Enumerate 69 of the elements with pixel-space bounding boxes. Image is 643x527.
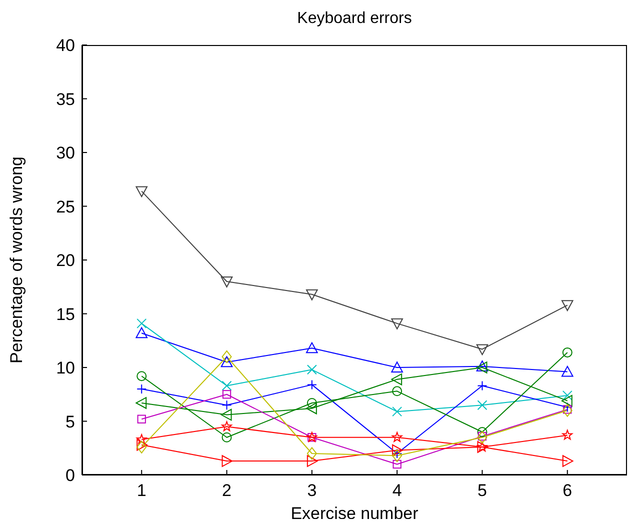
point <box>222 421 232 432</box>
point <box>477 380 488 391</box>
x-tick-label: 4 <box>392 481 402 500</box>
point <box>392 460 402 469</box>
x-tick-label: 1 <box>136 481 146 500</box>
y-tick-label: 20 <box>56 251 75 270</box>
point <box>306 289 318 300</box>
point <box>392 386 402 396</box>
point <box>220 276 233 288</box>
y-tick-label: 25 <box>56 197 75 216</box>
x-tick-label: 2 <box>222 481 232 500</box>
y-tick-label: 35 <box>56 90 75 109</box>
point <box>306 447 317 460</box>
x-tick-label: 5 <box>478 481 487 500</box>
point <box>136 318 147 328</box>
point <box>476 344 488 356</box>
point <box>477 431 488 444</box>
point <box>562 402 572 412</box>
x-tick-label: 6 <box>562 481 572 500</box>
y-axis-title: Percentage of words wrong <box>7 156 26 364</box>
point <box>220 408 232 421</box>
point <box>392 406 402 417</box>
point <box>562 404 572 417</box>
point <box>477 427 488 437</box>
y-tick-label: 0 <box>66 466 75 486</box>
point <box>136 186 148 198</box>
point <box>306 398 317 408</box>
point <box>561 300 574 312</box>
point <box>136 397 147 409</box>
point <box>562 430 573 440</box>
point <box>222 400 232 410</box>
point <box>222 390 232 399</box>
point <box>392 432 402 442</box>
point <box>391 318 403 330</box>
point <box>392 449 402 462</box>
point <box>136 327 148 338</box>
point <box>477 400 488 410</box>
point <box>220 356 233 368</box>
point <box>222 432 232 442</box>
point <box>136 371 147 382</box>
point <box>136 439 148 451</box>
point <box>137 414 146 424</box>
point <box>391 362 403 372</box>
point <box>392 444 403 456</box>
point <box>136 384 147 394</box>
point <box>562 390 572 400</box>
point <box>306 364 317 375</box>
chart-title: Keyboard errors <box>296 10 413 28</box>
x-axis-title: Exercise number <box>290 504 419 523</box>
y-tick-label: 5 <box>66 412 75 432</box>
point <box>561 366 574 377</box>
point <box>306 380 317 390</box>
y-tick-label: 40 <box>56 36 75 56</box>
point <box>306 455 318 467</box>
y-tick-label: 10 <box>56 358 75 378</box>
point <box>561 394 572 407</box>
point <box>391 373 402 386</box>
y-tick-label: 15 <box>56 304 75 324</box>
point <box>306 402 317 414</box>
point <box>136 434 147 444</box>
point <box>222 380 232 391</box>
point <box>562 347 572 358</box>
point <box>222 455 233 467</box>
point <box>562 455 574 467</box>
point <box>222 350 232 364</box>
y-tick-label: 30 <box>56 144 75 163</box>
point <box>392 448 402 458</box>
point <box>306 342 318 354</box>
x-tick-label: 3 <box>307 481 317 500</box>
